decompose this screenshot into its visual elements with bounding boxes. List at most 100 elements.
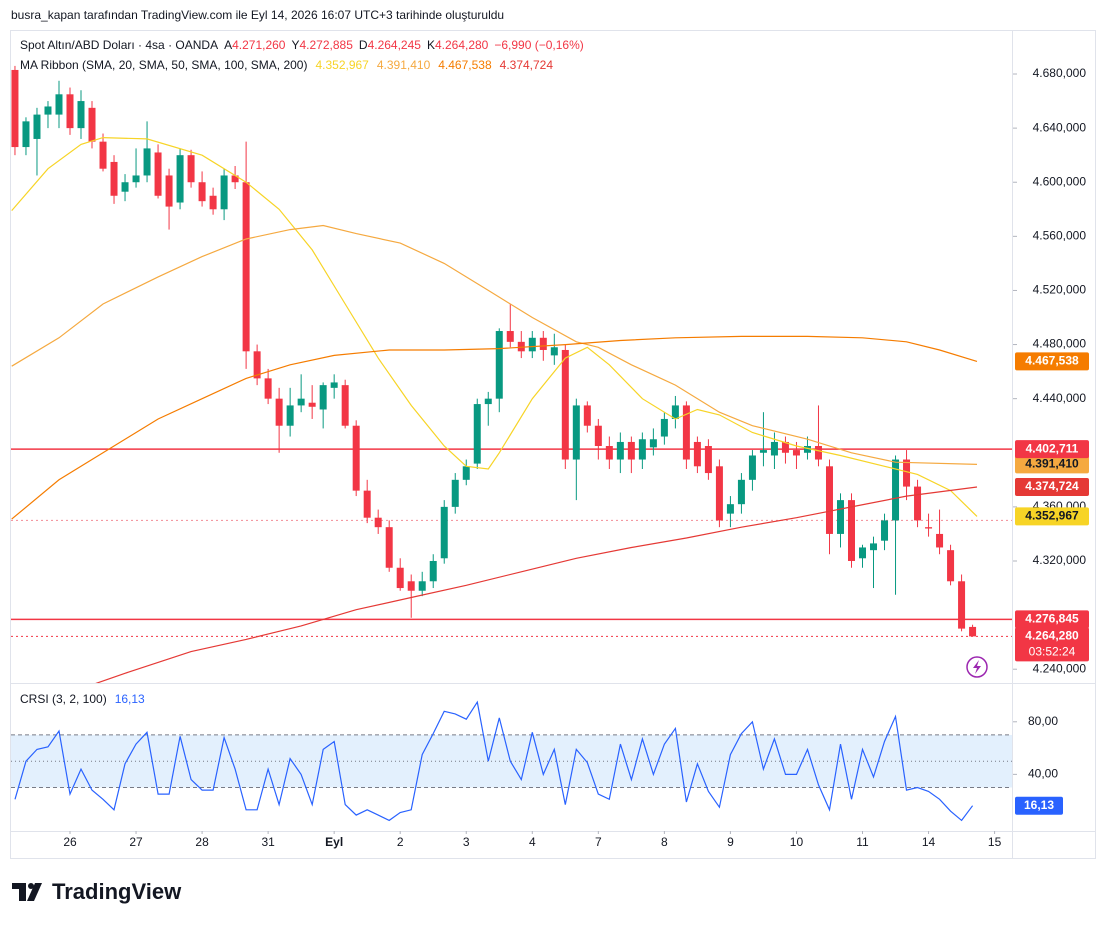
candle-body [881,520,889,541]
countdown: 03:52:24 [1029,645,1076,659]
y-tick-label: 4.320,000 [1033,553,1087,567]
ribbon-value: 4.391,410 [377,58,431,72]
candle-body [671,405,679,419]
candle-body [154,152,162,196]
candle-body [925,527,933,529]
candle-body [517,341,525,352]
price-label: 4.352,967 [1025,509,1079,523]
candle-body [275,398,283,426]
symbol-line: Spot Altın/ABD Doları · 4sa · OANDA A 4.27… [20,38,584,52]
candle-body [715,466,723,521]
candle-body [572,405,580,460]
candle-body [66,94,74,129]
x-tick-label: 11 [856,835,869,849]
candle-body [407,581,415,591]
candle-body [253,351,261,379]
crsi-tick-label: 80,00 [1028,714,1058,728]
crsi-title: CRSI (3, 2, 100) 16,13 [20,692,145,706]
candle-body [451,479,459,507]
candle-body [539,337,547,350]
x-tick-label: 4 [529,835,536,849]
candle-body [484,398,492,405]
candle-body [462,466,470,480]
crsi-tick-label: 40,00 [1028,767,1058,781]
ma-line [95,486,978,683]
y-tick-label: 4.600,000 [1033,174,1087,188]
alert-bolt [973,660,981,674]
candle-body [231,175,239,183]
x-tick-label: 15 [988,835,1002,849]
ribbon-line: MA Ribbon (SMA, 20, SMA, 50, SMA, 100, S… [20,58,553,72]
candle-body [55,94,63,115]
candle-body [847,500,855,561]
candle-body [363,490,371,518]
candle-body [781,441,789,453]
ohlc-key: A [224,38,232,52]
candle-body [220,175,228,210]
y-tick-label: 4.520,000 [1033,283,1087,297]
candle-body [561,349,569,460]
main-pane [11,65,1012,683]
candle-body [947,550,955,582]
candle-body [914,486,922,521]
candle-body [22,121,30,148]
ribbon-value: 4.467,538 [438,58,492,72]
candle-body [825,466,833,534]
candle-body [550,347,558,356]
candle-body [198,182,206,202]
candle-body [88,107,96,142]
candle-body [958,581,966,629]
ma-line [11,224,978,465]
candle-body [374,517,382,528]
x-tick-label: 3 [463,835,470,849]
candle-body [605,446,613,460]
candle-body [209,195,217,210]
price-label-box [1015,455,1089,474]
x-tick-label: 8 [661,835,668,849]
crsi-line [14,700,974,822]
candle-body [870,543,878,551]
y-tick-label: 4.440,000 [1033,391,1087,405]
candle-body [440,506,448,559]
x-tick-label: 2 [397,835,404,849]
candle-body [660,418,668,437]
candle-body [682,405,690,460]
logo-icon [12,883,42,901]
ma-line [11,335,978,520]
candle-body [726,504,734,514]
y-tick-label: 4.680,000 [1033,66,1087,80]
candle-body [264,378,272,399]
attribution: busra_kapan tarafından TradingView.com i… [11,8,504,22]
candle-body [506,331,514,342]
candle-body [583,405,591,426]
candle-body [649,439,657,448]
change: −6,990 (−0,16%) [494,38,583,52]
candle-body [693,441,701,467]
ribbon-value: 4.374,724 [500,58,554,72]
ohlc-key: D [359,38,368,52]
candle-body [308,402,316,407]
y-tick-label: 4.240,000 [1033,661,1087,675]
candle-body [770,441,778,456]
candle-body [969,626,977,637]
ribbon-value: 4.352,967 [315,58,369,72]
candle-body [77,101,85,129]
candle-body [385,527,393,568]
symbol: Spot Altın/ABD Doları · 4sa · OANDA [20,38,218,52]
ohlc-value: 4.264,280 [435,38,489,52]
x-tick-label: 26 [63,835,77,849]
price-label: 4.276,845 [1025,612,1079,626]
candle-body [638,439,646,460]
x-tick-label: 31 [261,835,275,849]
ribbon-title: MA Ribbon (SMA, 20, SMA, 50, SMA, 100, S… [20,58,307,72]
alert-icon[interactable] [966,656,988,678]
candle-body [737,479,745,505]
x-tick-label: 7 [595,835,602,849]
candle-body [143,148,151,176]
candle-body [297,398,305,406]
ohlc-value: 4.272,885 [300,38,354,52]
candle-body [759,450,767,453]
ohlc-key: Y [291,38,299,52]
candle-body [748,455,756,480]
